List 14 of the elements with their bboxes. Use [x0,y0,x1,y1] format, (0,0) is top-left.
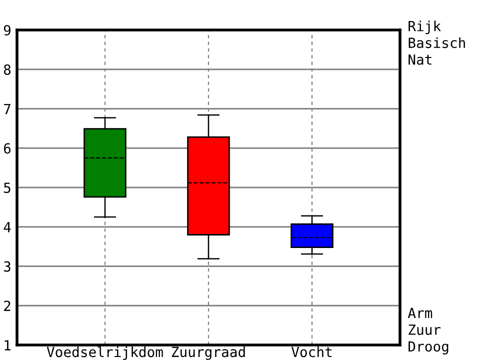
y-tick-label: 7 [4,104,10,114]
y-tick-label: 8 [4,64,11,75]
text: Rijk Basisch Nat [408,20,465,65]
x-tick-label: Vocht [291,346,332,358]
y-tick-label: 5 [4,182,10,194]
x-tick-label: Zuurgraad [172,346,245,360]
y-tick-label: 4 [4,222,11,232]
y-tick-label: 2 [4,300,10,311]
y-tick-label: 1 [4,340,11,350]
y-tick-label: 3 [4,261,10,272]
x-tick-label: Voedselrijkdom [46,346,163,360]
text: Arm Zuur Droog [408,308,448,354]
y-tick-label: 6 [4,143,11,154]
y-tick-label: 9 [4,25,11,36]
